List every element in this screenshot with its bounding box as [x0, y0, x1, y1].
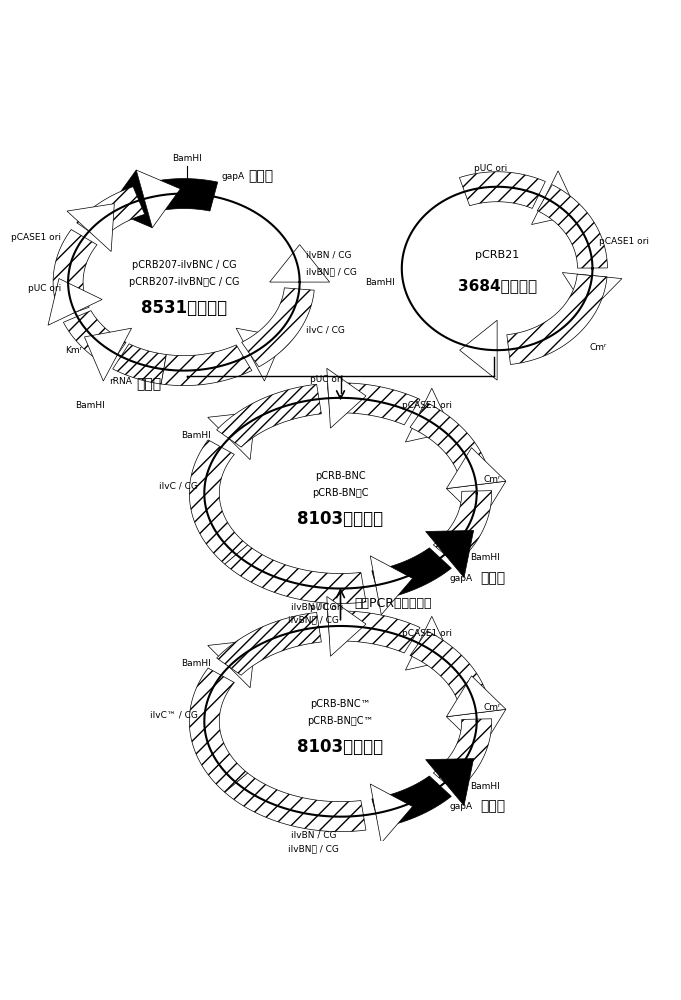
Text: pUC ori: pUC ori — [474, 164, 507, 173]
Text: BamHI: BamHI — [75, 401, 105, 410]
Text: gapA: gapA — [449, 574, 473, 583]
Text: Cmʳ: Cmʳ — [589, 343, 607, 352]
Polygon shape — [563, 273, 622, 313]
Polygon shape — [145, 179, 218, 212]
Text: pCASE1 ori: pCASE1 ori — [12, 233, 61, 242]
Polygon shape — [447, 448, 506, 489]
Polygon shape — [372, 776, 452, 828]
Polygon shape — [426, 759, 473, 806]
Polygon shape — [217, 612, 321, 675]
Text: 8531个碼基对: 8531个碼基对 — [141, 299, 227, 317]
Text: pCRB-BNC™: pCRB-BNC™ — [311, 699, 370, 709]
Polygon shape — [328, 383, 420, 425]
Polygon shape — [537, 185, 607, 268]
Text: ilvBN / CG: ilvBN / CG — [291, 830, 336, 839]
Text: BamHI: BamHI — [365, 278, 395, 287]
Polygon shape — [328, 611, 420, 653]
Text: 使用PCR的突变引入: 使用PCR的突变引入 — [354, 597, 432, 610]
Polygon shape — [48, 279, 102, 325]
Polygon shape — [113, 344, 166, 384]
Text: pCRB21: pCRB21 — [475, 250, 519, 260]
Text: ilvBN點 / CG: ilvBN點 / CG — [288, 616, 338, 625]
Text: BamHI: BamHI — [181, 659, 211, 668]
Polygon shape — [460, 172, 545, 208]
Text: pUC ori: pUC ori — [311, 603, 343, 612]
Text: pCRB-BNC: pCRB-BNC — [315, 471, 366, 481]
Text: Cmʳ: Cmʳ — [484, 703, 501, 712]
Polygon shape — [63, 311, 126, 367]
Text: rRNA: rRNA — [109, 377, 132, 386]
Polygon shape — [189, 668, 248, 792]
Text: gapA: gapA — [221, 172, 244, 181]
Polygon shape — [372, 548, 452, 600]
Polygon shape — [410, 403, 490, 481]
Text: 8103个碼基对: 8103个碼基对 — [298, 510, 383, 528]
Polygon shape — [327, 368, 366, 428]
Text: pUC ori: pUC ori — [311, 375, 343, 384]
Polygon shape — [370, 556, 413, 615]
Text: ilvBN / CG: ilvBN / CG — [306, 250, 352, 259]
Text: 终止子: 终止子 — [136, 377, 161, 391]
Text: ilvBN / CG: ilvBN / CG — [291, 602, 336, 611]
Polygon shape — [460, 320, 497, 380]
Text: ilvC™ / CG: ilvC™ / CG — [150, 710, 197, 719]
Text: ilvBN點 / CG: ilvBN點 / CG — [288, 844, 338, 853]
Polygon shape — [161, 345, 252, 386]
Polygon shape — [108, 170, 153, 228]
Text: pCRB207-ilvBNC / CG: pCRB207-ilvBNC / CG — [131, 260, 236, 270]
Text: Kmʳ: Kmʳ — [65, 346, 82, 355]
Text: ilvBN點 / CG: ilvBN點 / CG — [306, 267, 358, 276]
Polygon shape — [217, 384, 321, 447]
Text: BamHI: BamHI — [470, 553, 500, 562]
Text: Cmʳ: Cmʳ — [484, 475, 501, 484]
Text: pCRB207-ilvBN點C / CG: pCRB207-ilvBN點C / CG — [129, 277, 239, 287]
Text: BamHI: BamHI — [470, 782, 500, 791]
Polygon shape — [84, 328, 131, 381]
Polygon shape — [208, 412, 255, 460]
Text: pUC ori: pUC ori — [28, 284, 61, 293]
Polygon shape — [405, 616, 452, 670]
Text: pCASE1 ori: pCASE1 ori — [599, 237, 649, 246]
Polygon shape — [208, 640, 255, 688]
Polygon shape — [225, 773, 366, 832]
Polygon shape — [405, 388, 452, 442]
Polygon shape — [270, 245, 330, 282]
Text: pCRB-BN點C: pCRB-BN點C — [313, 488, 368, 498]
Polygon shape — [53, 230, 97, 317]
Text: pCRB-BN點C™: pCRB-BN點C™ — [307, 716, 374, 726]
Polygon shape — [447, 676, 506, 717]
Text: 启动子: 启动子 — [480, 571, 505, 585]
Text: BamHI: BamHI — [172, 154, 202, 163]
Polygon shape — [433, 491, 492, 564]
Polygon shape — [433, 719, 492, 792]
Text: BamHI: BamHI — [181, 431, 211, 440]
Polygon shape — [236, 328, 283, 381]
Text: 3684个碼基对: 3684个碼基对 — [458, 278, 537, 293]
Text: 启动子: 启动子 — [249, 170, 274, 184]
Polygon shape — [426, 530, 473, 577]
Polygon shape — [77, 187, 145, 240]
Polygon shape — [447, 709, 506, 750]
Polygon shape — [67, 204, 114, 252]
Polygon shape — [189, 440, 248, 564]
Text: pCASE1 ori: pCASE1 ori — [402, 401, 452, 410]
Polygon shape — [410, 631, 490, 709]
Polygon shape — [327, 596, 366, 656]
Text: 启动子: 启动子 — [480, 799, 505, 813]
Polygon shape — [507, 274, 607, 364]
Polygon shape — [136, 170, 180, 228]
Text: ilvC / CG: ilvC / CG — [306, 325, 345, 334]
Polygon shape — [531, 171, 578, 225]
Polygon shape — [242, 288, 314, 367]
Text: gapA: gapA — [449, 802, 473, 811]
Polygon shape — [225, 545, 366, 604]
Polygon shape — [447, 481, 506, 522]
Text: 8103个碼基对: 8103个碼基对 — [298, 738, 383, 756]
Text: pCASE1 ori: pCASE1 ori — [402, 629, 452, 638]
Polygon shape — [370, 784, 413, 843]
Text: ilvC / CG: ilvC / CG — [159, 482, 197, 491]
